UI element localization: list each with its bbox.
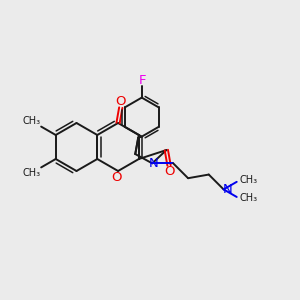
Text: O: O bbox=[111, 171, 122, 184]
Text: CH₃: CH₃ bbox=[22, 168, 40, 178]
Text: O: O bbox=[116, 95, 126, 108]
Text: CH₃: CH₃ bbox=[239, 194, 257, 203]
Text: F: F bbox=[139, 74, 146, 87]
Text: O: O bbox=[164, 165, 174, 178]
Text: CH₃: CH₃ bbox=[239, 175, 257, 185]
Text: N: N bbox=[149, 157, 159, 170]
Text: CH₃: CH₃ bbox=[22, 116, 40, 126]
Text: N: N bbox=[223, 183, 233, 196]
